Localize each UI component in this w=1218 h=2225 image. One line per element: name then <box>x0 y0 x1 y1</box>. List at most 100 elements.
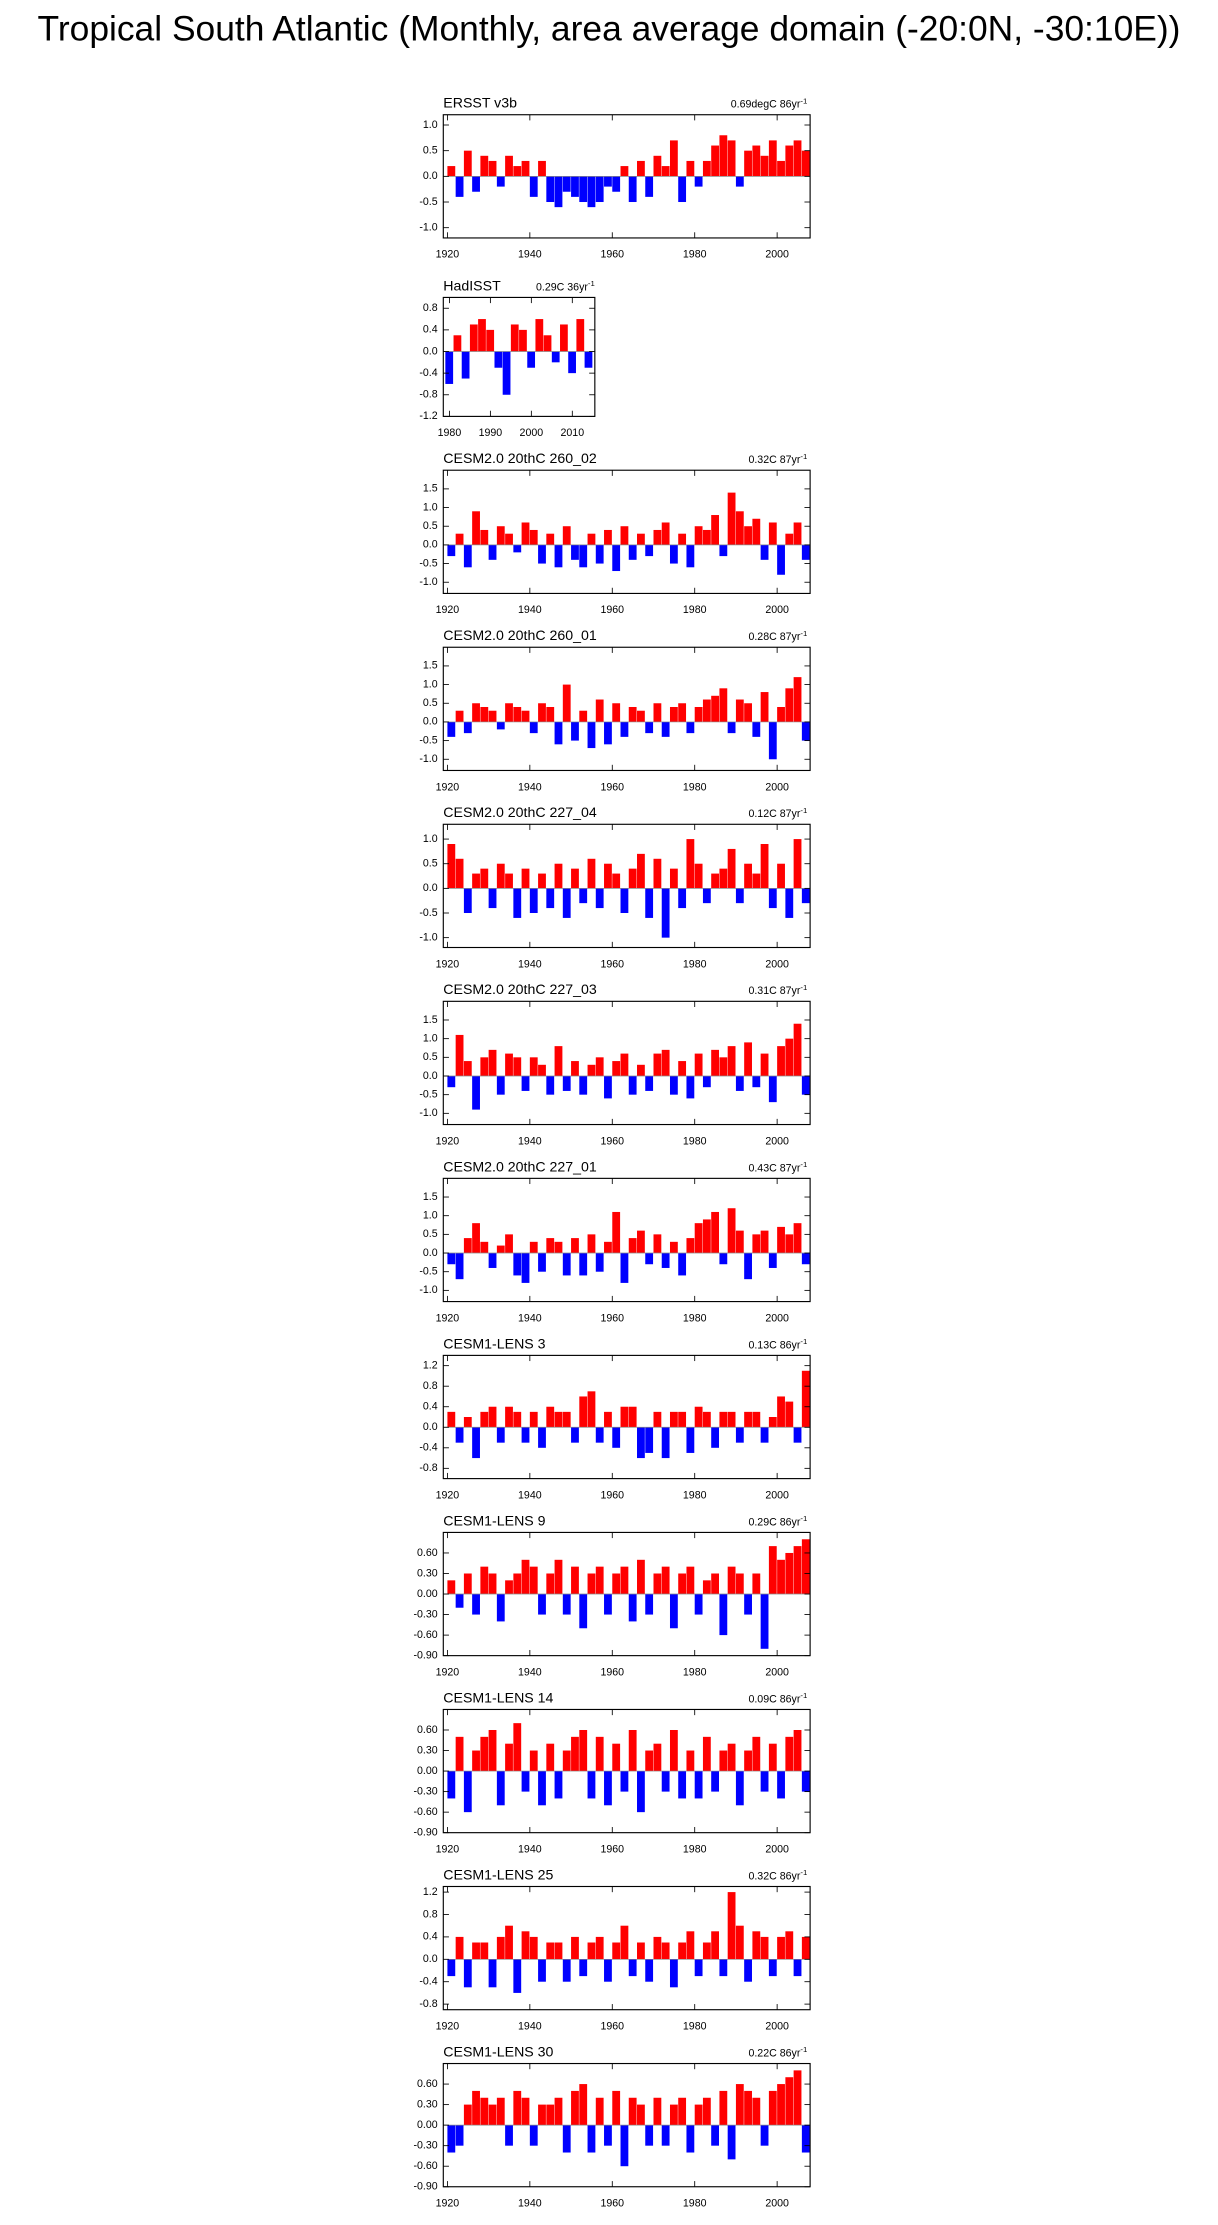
y-tick-label: -1.0 <box>419 221 437 233</box>
bar <box>793 1729 802 1772</box>
y-tick-label: -0.60 <box>413 2160 437 2172</box>
bar <box>529 1241 538 1254</box>
x-tick-label: 1960 <box>600 2198 624 2210</box>
bar <box>488 1959 497 1988</box>
bar <box>455 176 464 197</box>
bar <box>694 863 703 889</box>
bar <box>719 1959 728 1977</box>
bar <box>777 863 785 889</box>
bar <box>752 2097 761 2126</box>
bar <box>510 324 519 352</box>
bar <box>546 2104 555 2126</box>
bar <box>595 2097 604 2126</box>
bar <box>678 1061 687 1076</box>
bar <box>529 176 538 197</box>
bar <box>785 145 794 177</box>
bar <box>768 1546 777 1595</box>
bar <box>447 1771 456 1799</box>
trend-text: 0.28C 87yr <box>748 631 800 643</box>
bar <box>480 1736 489 1772</box>
bar <box>727 848 736 889</box>
bar <box>488 888 497 909</box>
bar <box>711 873 720 889</box>
bar <box>521 1075 530 1091</box>
bar <box>760 155 769 177</box>
bar <box>521 522 530 545</box>
bar <box>447 2125 456 2153</box>
bar <box>735 888 744 904</box>
bar <box>546 1573 555 1595</box>
panel: 1.0 0.5 0.0 -0.5 -1.0 1920 1940 1960 1980 2000 CES… <box>419 805 811 970</box>
bar <box>669 1729 678 1772</box>
bar <box>538 873 546 889</box>
bar <box>661 888 670 938</box>
bar <box>777 2084 785 2126</box>
bar <box>653 703 662 722</box>
bar <box>513 888 522 918</box>
bar <box>760 1936 769 1960</box>
bar <box>686 1566 695 1595</box>
x-tick-label: 1920 <box>436 781 460 793</box>
trend-exponent: -1 <box>800 2045 807 2054</box>
bar <box>480 1057 489 1076</box>
bar <box>587 1064 596 1076</box>
trend-exponent: -1 <box>800 96 807 105</box>
bar <box>744 1411 752 1428</box>
x-tick-label: 1920 <box>436 2198 460 2210</box>
y-tick-label: -0.60 <box>413 1806 437 1818</box>
bar <box>595 1936 604 1960</box>
bar <box>678 1573 687 1595</box>
bar <box>513 1057 522 1076</box>
y-tick-label: 1.0 <box>423 1210 438 1222</box>
y-tick-label: -0.4 <box>419 367 437 379</box>
bar <box>628 1075 637 1095</box>
bar <box>612 873 621 889</box>
x-tick-label: 1980 <box>683 249 707 261</box>
y-tick-label: 0.60 <box>417 1724 438 1736</box>
bar <box>702 529 711 545</box>
bar <box>496 1427 505 1443</box>
bar <box>702 1075 711 1088</box>
bar <box>727 1743 736 1772</box>
bar <box>543 335 552 352</box>
trend-text: 0.32C 87yr <box>748 454 800 466</box>
bar <box>752 1931 761 1960</box>
bar <box>711 1771 720 1792</box>
bar <box>538 1594 546 1615</box>
bar <box>719 1411 728 1428</box>
bar <box>554 544 563 568</box>
bar <box>752 1075 761 1088</box>
bar <box>469 324 478 352</box>
bar <box>620 1053 629 1076</box>
bar <box>744 1253 752 1280</box>
x-tick-label: 1960 <box>600 2021 624 2033</box>
bar <box>727 492 736 545</box>
y-tick-label: -0.5 <box>419 196 437 208</box>
bar <box>529 1566 538 1595</box>
bar <box>463 1959 472 1988</box>
bar <box>669 706 678 722</box>
y-tick-label: 0.00 <box>417 2119 438 2131</box>
bar <box>752 1234 761 1254</box>
bar <box>562 526 571 545</box>
bar <box>785 1931 794 1960</box>
bar <box>768 1959 777 1977</box>
bar <box>505 1743 513 1772</box>
bar <box>571 1936 579 1960</box>
bar <box>735 699 744 722</box>
x-tick-label: 1920 <box>436 1312 460 1324</box>
y-tick-label: 0.0 <box>423 882 438 894</box>
bar <box>488 1729 497 1772</box>
bar <box>538 1959 546 1982</box>
bar <box>538 1064 546 1076</box>
bar <box>472 176 480 192</box>
bar <box>768 1253 777 1268</box>
bar <box>678 176 687 203</box>
bar <box>595 1566 604 1595</box>
y-tick-label: 0.30 <box>417 2098 438 2110</box>
y-tick-label: -1.2 <box>419 410 437 422</box>
panel-title: CESM2.0 20thC 227_01 <box>443 1159 597 1175</box>
bar <box>735 511 744 545</box>
